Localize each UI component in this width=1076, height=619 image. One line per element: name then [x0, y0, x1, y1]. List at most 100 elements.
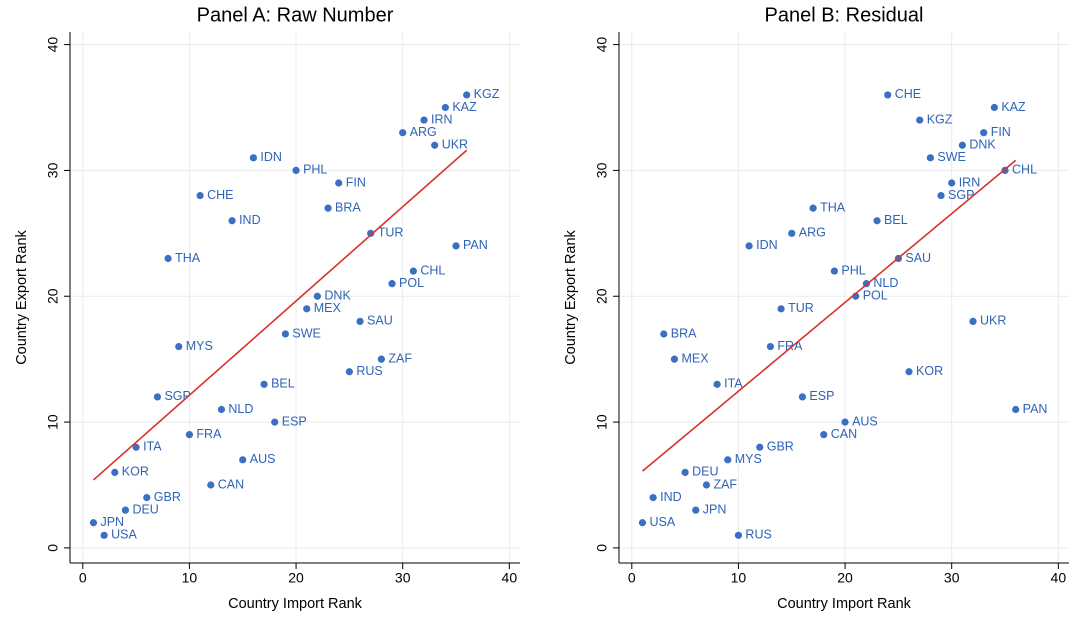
point — [649, 493, 657, 502]
point-label: ESP — [809, 389, 834, 403]
y-tick-label: 30 — [45, 162, 61, 178]
x-tick-label: 30 — [395, 570, 411, 586]
point — [1012, 405, 1020, 414]
x-tick-label: 20 — [288, 570, 304, 586]
x-tick-label: 10 — [731, 570, 747, 586]
point-label: FRA — [196, 427, 222, 441]
point — [692, 506, 700, 514]
point-label: SWE — [937, 150, 965, 164]
point — [798, 393, 807, 401]
point-label: KAZ — [452, 100, 477, 114]
point — [207, 481, 215, 489]
y-tick-label: 40 — [45, 37, 61, 53]
point — [990, 103, 998, 112]
point — [377, 355, 385, 363]
point — [969, 317, 977, 326]
point — [660, 330, 668, 338]
point-label: SAU — [367, 314, 393, 328]
point — [884, 91, 892, 99]
point — [702, 481, 711, 489]
point-label: MEX — [314, 301, 342, 315]
point — [463, 91, 471, 99]
point — [303, 305, 311, 313]
point — [313, 292, 321, 300]
x-axis-label: Country Import Rank — [228, 596, 363, 612]
point-label: KAZ — [1001, 100, 1026, 114]
point — [399, 129, 407, 137]
point-label: POL — [863, 289, 888, 303]
point-label: TUR — [378, 226, 404, 240]
point-label: IND — [239, 213, 261, 227]
x-tick-label: 0 — [628, 570, 636, 586]
point-label: SGP — [164, 389, 190, 403]
point — [335, 179, 343, 187]
point — [409, 267, 417, 275]
y-tick-label: 0 — [594, 544, 610, 552]
point — [452, 242, 460, 250]
point — [724, 456, 732, 464]
point-label: PHL — [303, 163, 327, 177]
point-label: POL — [399, 276, 424, 290]
y-tick-label: 0 — [45, 544, 61, 552]
point-label: RUS — [356, 364, 382, 378]
point — [958, 141, 966, 149]
point — [132, 443, 140, 451]
point-label: FIN — [991, 125, 1011, 139]
point — [937, 191, 945, 200]
point-label: THA — [820, 200, 846, 214]
point — [111, 468, 119, 477]
point-label: GBR — [767, 440, 794, 454]
point-label: CHE — [895, 87, 921, 101]
point — [281, 330, 290, 338]
point-label: CHL — [420, 263, 445, 277]
chart-title: Panel A: Raw Number — [197, 4, 394, 26]
point-label: MYS — [735, 452, 762, 466]
point-label: KOR — [122, 465, 149, 479]
point-label: DNK — [969, 138, 996, 152]
point-label: MYS — [186, 339, 213, 353]
y-axis-label: Country Export Rank — [563, 229, 579, 364]
point — [239, 456, 247, 464]
point-label: IDN — [756, 238, 778, 252]
point — [916, 116, 924, 124]
point-label: KGZ — [474, 87, 500, 101]
point-label: SGP — [948, 188, 974, 202]
y-tick-label: 10 — [594, 414, 610, 430]
x-tick-label: 40 — [1051, 570, 1067, 586]
point-label: MEX — [681, 351, 709, 365]
point-label: ARG — [410, 125, 437, 139]
point-label: ZAF — [388, 351, 412, 365]
point — [681, 468, 689, 477]
point — [745, 242, 753, 250]
point-label: ARG — [799, 226, 826, 240]
point — [926, 154, 934, 162]
point — [873, 217, 881, 225]
point-label: UKR — [980, 314, 1006, 328]
point — [121, 506, 130, 514]
point-label: DNK — [324, 289, 351, 303]
point — [100, 531, 108, 539]
point-label: KOR — [916, 364, 943, 378]
point — [345, 368, 353, 376]
point-label: JPN — [100, 515, 124, 529]
point — [431, 141, 439, 149]
point — [260, 380, 268, 388]
x-tick-label: 20 — [837, 570, 853, 586]
point — [788, 229, 796, 237]
point-label: CAN — [831, 427, 857, 441]
y-axis-label: Country Export Rank — [14, 229, 30, 364]
x-tick-label: 10 — [182, 570, 198, 586]
point-label: USA — [111, 528, 137, 542]
point-label: GBR — [154, 490, 181, 504]
point — [153, 393, 162, 401]
chart-title: Panel B: Residual — [765, 4, 924, 26]
point-label: SWE — [292, 326, 320, 340]
point-label: IRN — [959, 175, 981, 189]
plot-area — [619, 32, 1069, 563]
point-label: PHL — [841, 263, 865, 277]
point-label: JPN — [703, 502, 727, 516]
y-tick-label: 30 — [594, 162, 610, 178]
point-label: ITA — [724, 377, 743, 391]
point-label: AUS — [250, 452, 276, 466]
point — [948, 179, 956, 187]
